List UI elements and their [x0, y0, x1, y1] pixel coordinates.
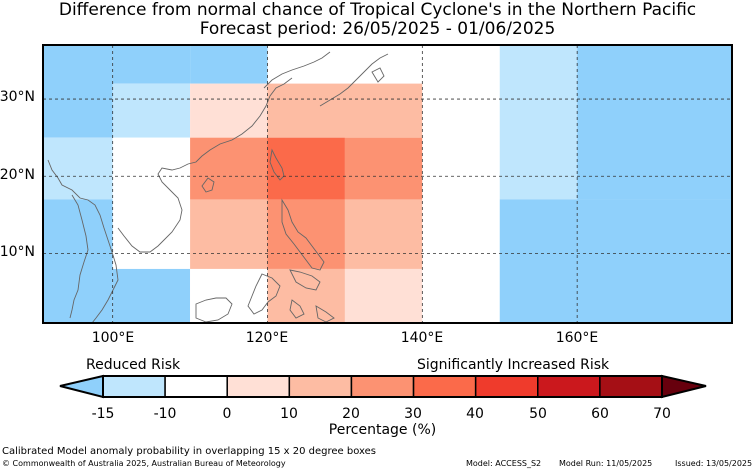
colorbar-tick: 50: [529, 406, 547, 422]
risk-cell: [190, 45, 268, 84]
map-frame: [42, 44, 733, 324]
risk-cell: [267, 268, 345, 323]
risk-cell: [422, 83, 500, 138]
increased-risk-label: Significantly Increased Risk: [417, 357, 610, 373]
colorbar-tick: 70: [653, 406, 671, 422]
risk-cell: [43, 137, 113, 200]
risk-cell: [344, 137, 423, 200]
risk-cell: [190, 268, 268, 323]
risk-cell: [43, 45, 113, 138]
colorbar-tick: -15: [91, 406, 115, 422]
footer-model-run: Model Run: 11/05/2025: [559, 459, 653, 468]
risk-cell: [499, 199, 732, 323]
colorbar: [59, 374, 707, 399]
risk-cell: [112, 83, 191, 138]
risk-cell: [267, 45, 500, 84]
risk-cells: [43, 45, 732, 323]
colorbar-tick: 10: [280, 406, 298, 422]
footer-copyright: © Commonwealth of Australia 2025, Austra…: [2, 459, 286, 468]
colorbar-extend-below: [59, 374, 104, 399]
risk-cell: [344, 268, 423, 323]
colorbar-segment: [288, 375, 353, 398]
lat-label-30n: 30°N: [0, 89, 35, 105]
risk-cell: [112, 199, 191, 269]
risk-cell: [422, 137, 500, 200]
coastline: [47, 51, 389, 324]
risk-cell: [112, 45, 191, 84]
risk-cell: [267, 137, 345, 200]
reduced-risk-label: Reduced Risk: [86, 357, 181, 373]
risk-cell: [43, 199, 113, 323]
risk-cell: [190, 137, 268, 200]
chart-title: Difference from normal chance of Tropica…: [58, 0, 697, 20]
risk-cell: [344, 199, 423, 269]
colorbar-segment: [537, 375, 601, 398]
risk-cell: [190, 199, 268, 269]
colorbar-segment: [474, 375, 539, 398]
risk-cell: [577, 45, 732, 200]
colorbar-segment: [350, 375, 415, 398]
footer-description: Calibrated Model anomaly probability in …: [2, 446, 377, 457]
gridlines: [43, 45, 732, 323]
risk-cell: [267, 199, 345, 269]
colorbar-segment: [164, 375, 228, 398]
risk-cell: [190, 83, 268, 138]
colorbar-segment: [412, 375, 477, 398]
lon-label-100e: 100°E: [91, 330, 135, 346]
colorbar-segment: [599, 375, 663, 398]
colorbar-tick: -10: [153, 406, 177, 422]
colorbar-extend-above: [661, 374, 707, 399]
lon-label-120e: 120°E: [245, 330, 289, 346]
colorbar-tick: 40: [466, 406, 484, 422]
risk-cell: [422, 199, 500, 323]
risk-cell: [112, 268, 191, 323]
colorbar-unit-label: Percentage (%): [328, 422, 437, 438]
footer-model: Model: ACCESS_S2: [466, 459, 542, 468]
forecast-period-subtitle: Forecast period: 26/05/2025 - 01/06/2025: [199, 19, 556, 39]
lon-label-140e: 140°E: [400, 330, 444, 346]
colorbar-tick: 0: [222, 406, 232, 422]
footer-issued: Issued: 13/05/2025: [675, 459, 753, 468]
lat-label-10n: 10°N: [0, 244, 35, 260]
colorbar-tick: 30: [404, 406, 422, 422]
colorbar-tick: 60: [591, 406, 609, 422]
lat-label-20n: 20°N: [0, 167, 35, 183]
colorbar-tick: 20: [342, 406, 360, 422]
risk-cell: [267, 83, 423, 138]
colorbar-segment: [226, 375, 291, 398]
risk-cell: [499, 45, 578, 200]
colorbar-segment: [102, 375, 166, 398]
lon-label-160e: 160°E: [555, 330, 599, 346]
